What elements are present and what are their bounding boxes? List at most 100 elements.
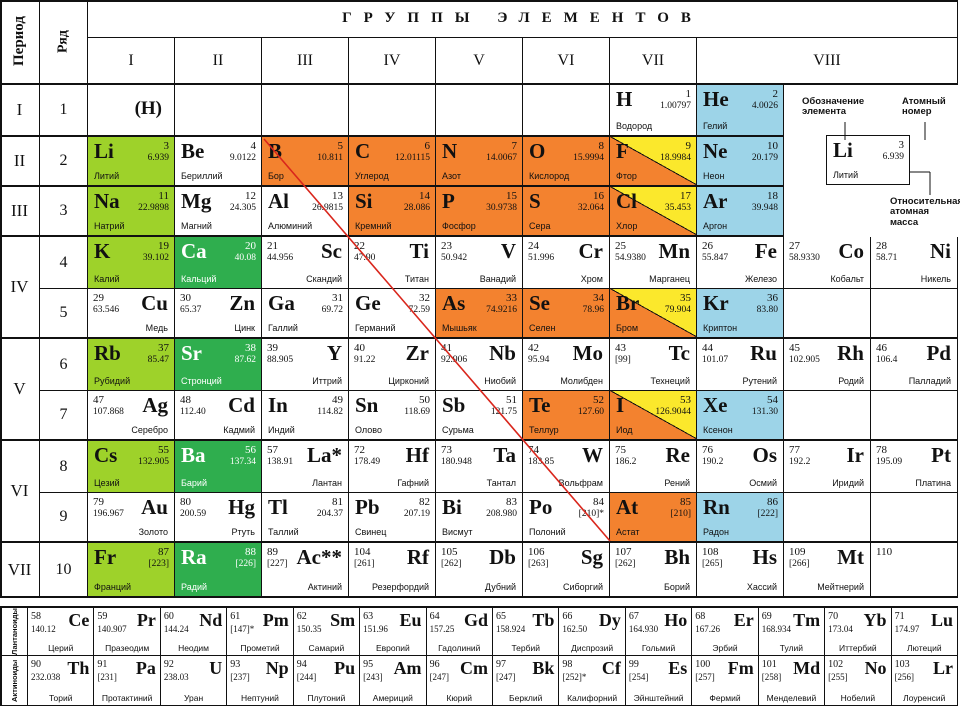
element-cell: Si 14 28.086 Кремний	[349, 187, 436, 237]
element-name: Уран	[183, 692, 204, 703]
atomic-number: 45	[789, 342, 800, 354]
element-cell: Re 75 186.2 Рений	[610, 441, 697, 493]
period-label: I	[0, 85, 40, 137]
element-cell: Pt 78 195.09 Платина	[871, 441, 958, 493]
atomic-number: 58	[31, 611, 41, 622]
element-name: Железо	[745, 274, 777, 284]
atomic-mass: [243]	[363, 672, 383, 682]
element-name: Прометий	[240, 642, 280, 653]
element-name: Хлор	[616, 221, 638, 231]
element-name: Бор	[268, 171, 284, 181]
atomic-mass: 39.102	[142, 253, 169, 263]
element-symbol: F	[616, 139, 629, 163]
row-label: 10	[40, 543, 88, 598]
atomic-number: 37	[158, 342, 169, 354]
element-name: Ниобий	[484, 376, 516, 386]
element-cell: 96 Cm [247] Кюрий	[426, 656, 493, 706]
element-symbol: Db	[489, 545, 516, 569]
element-symbol: Y	[326, 341, 342, 365]
atomic-number: 66	[562, 611, 573, 622]
element-symbol: Hf	[405, 443, 429, 467]
period-header-text: Период	[11, 16, 27, 67]
element-cell: Rn 86 [222] Радон	[697, 493, 784, 543]
element-cell: Te 52 127.60 Теллур	[523, 391, 610, 441]
atomic-number: 101	[761, 659, 777, 670]
period-label: VI	[0, 441, 40, 543]
element-name: Лоуренсий	[903, 692, 946, 703]
element-name: Актиний	[307, 582, 342, 592]
atomic-mass: 51.996	[528, 253, 555, 263]
element-cell: He 2 4.0026 Гелий	[697, 85, 784, 137]
atomic-number: 41	[441, 342, 452, 354]
element-name: Кальций	[181, 274, 217, 284]
element-name: Гелий	[703, 121, 728, 131]
groups-title: ГРУППЫ ЭЛЕМЕНТОВ	[88, 0, 958, 38]
atomic-number: 24	[528, 240, 539, 252]
element-name: Платина	[915, 478, 951, 488]
empty-cell	[349, 85, 436, 137]
element-name: Технеций	[650, 376, 691, 386]
element-symbol: Ra	[181, 545, 207, 569]
element-name: Дубний	[484, 582, 516, 592]
atomic-number: 82	[419, 496, 430, 508]
element-cell: 98 Cf [252]* Калифорний	[559, 656, 626, 706]
element-name: Берклий	[509, 692, 543, 703]
element-name: Кислород	[529, 171, 570, 181]
atomic-mass: [226]	[235, 559, 256, 569]
element-cell: Bh 107 [262] Борий	[610, 543, 697, 598]
element-symbol: P	[442, 189, 455, 213]
element-cell: C 6 12.01115 Углерод	[349, 137, 436, 187]
atomic-number: 6	[424, 140, 431, 152]
element-name: Аргон	[703, 221, 728, 231]
atomic-mass: [237]	[230, 672, 250, 682]
atomic-number: 8	[598, 140, 605, 152]
atomic-number: 71	[894, 611, 905, 622]
row-header-text: Ряд	[55, 30, 71, 53]
element-symbol: Eu	[399, 610, 422, 630]
element-name: Тулий	[779, 642, 804, 653]
element-cell: Kr 36 83.80 Криптон	[697, 289, 784, 339]
element-name: Резерфордий	[372, 582, 429, 592]
element-cell: Ir 77 192.2 Иридий	[784, 441, 871, 493]
element-cell: Ni 28 58.71 Никель	[871, 237, 958, 289]
atomic-number: 10	[767, 140, 778, 152]
element-cell: Ge 32 72.59 Германий	[349, 289, 436, 339]
atomic-number: 78	[876, 444, 887, 456]
atomic-mass: 58.71	[876, 253, 898, 263]
element-symbol: N	[442, 139, 458, 163]
atomic-number: 61	[230, 611, 241, 622]
element-symbol: He	[703, 87, 729, 111]
element-symbol: Cr	[578, 239, 604, 263]
element-name: Алюминий	[268, 221, 313, 231]
element-cell: 90 Th 232.038 Торий	[28, 656, 95, 706]
element-cell: 97 Bk [247] Берклий	[493, 656, 560, 706]
element-cell: Tc 43 [99] Технеций	[610, 339, 697, 391]
element-cell: Ga 31 69.72 Галлий	[262, 289, 349, 339]
element-symbol: Ne	[703, 139, 728, 163]
element-cell: B 5 10.811 Бор	[262, 137, 349, 187]
element-cell: Li 3 6.939 Литий	[88, 137, 175, 187]
element-name: Америций	[372, 692, 413, 703]
period-label-text: V	[13, 379, 26, 398]
element-name: Сера	[529, 221, 551, 231]
empty-cell	[784, 289, 871, 339]
atomic-number: 1	[685, 88, 692, 100]
atomic-mass: 190.2	[702, 457, 724, 467]
element-name: Фосфор	[442, 221, 476, 231]
element-name: Бром	[616, 323, 639, 333]
atomic-number: 32	[419, 292, 430, 304]
atomic-number: 91	[97, 659, 108, 670]
element-symbol: Po	[529, 495, 553, 519]
element-name: Рений	[664, 478, 690, 488]
atomic-number: 68	[695, 611, 706, 622]
element-symbol: Mt	[837, 545, 864, 569]
element-symbol: Zr	[405, 341, 429, 365]
element-cell: F 9 18.9984 Фтор	[610, 137, 697, 187]
atomic-number: 15	[506, 190, 517, 202]
element-cell: W 74 183.85 Вольфрам	[523, 441, 610, 493]
element-name: Висмут	[442, 527, 473, 537]
atomic-mass: 150.35	[296, 624, 322, 634]
element-cell: 102 No [255] Нобелий	[825, 656, 892, 706]
element-name: Стронций	[181, 376, 222, 386]
